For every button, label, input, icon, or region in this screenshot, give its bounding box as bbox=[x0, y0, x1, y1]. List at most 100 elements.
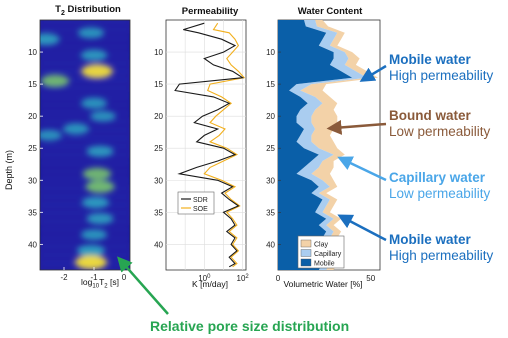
t2-heatmap bbox=[40, 20, 130, 273]
t2-ytick-label: 15 bbox=[28, 80, 37, 89]
annotation-mobile-lower: Mobile water High permeability bbox=[389, 232, 494, 263]
t2-xlabel: log10T2 [s] bbox=[81, 277, 119, 290]
permeability-ytick-label: 30 bbox=[154, 176, 163, 185]
arrow-mobile-upper bbox=[359, 64, 387, 82]
heatmap-band bbox=[40, 78, 130, 82]
heatmap-spot bbox=[86, 145, 114, 158]
heatmap-spot bbox=[80, 49, 108, 61]
area-mobile bbox=[278, 20, 353, 270]
water-xlabel: Volumetric Water [%] bbox=[283, 279, 363, 289]
water-content-plot: 10 15 20 25 30 35 40 0 50 Clay Capillary Mobile bbox=[266, 19, 381, 283]
permeability-ytick-label: 25 bbox=[154, 144, 163, 153]
heatmap-spot bbox=[85, 180, 115, 193]
heatmap-spot bbox=[78, 27, 104, 39]
heatmap-spot bbox=[86, 213, 114, 225]
heatmap-spot bbox=[75, 255, 107, 270]
water-panel-title: Water Content bbox=[297, 6, 363, 17]
t2-xtick-label: -2 bbox=[60, 273, 68, 282]
t2-ytick-label: 10 bbox=[28, 48, 37, 57]
heatmap-band bbox=[40, 228, 130, 232]
t2-xtick-label: -1 bbox=[90, 273, 98, 282]
heatmap-band bbox=[40, 120, 130, 123]
heatmap-band bbox=[40, 111, 130, 115]
area-capillary bbox=[289, 20, 367, 270]
t2-ytick-label: 30 bbox=[28, 176, 37, 185]
t2-xtick-label: 0 bbox=[122, 273, 127, 282]
water-ytick-label: 35 bbox=[266, 208, 275, 217]
heatmap-spot bbox=[40, 74, 70, 87]
heatmap-spot bbox=[81, 64, 113, 79]
t2-ytick-label: 20 bbox=[28, 112, 37, 121]
water-xtick-label: 0 bbox=[276, 274, 281, 283]
heatmap-spot bbox=[81, 229, 107, 241]
heatmap-spot bbox=[40, 33, 60, 46]
arrow-mobile-lower bbox=[337, 214, 387, 242]
water-ytick-label: 10 bbox=[266, 48, 275, 57]
heatmap-band bbox=[40, 153, 130, 157]
permeability-xtick-label: 100 bbox=[198, 274, 211, 283]
heatmap-band bbox=[40, 61, 130, 65]
legend-swatch-mobile bbox=[300, 258, 312, 267]
arrow-capillary bbox=[337, 156, 387, 182]
heatmap-spot bbox=[77, 244, 105, 257]
t2-ytick-label: 40 bbox=[28, 240, 37, 249]
annotation-arrows bbox=[117, 64, 387, 315]
annotation-capillary: Capillary water Low permeability bbox=[389, 170, 491, 201]
permeability-ytick-label: 15 bbox=[154, 80, 163, 89]
heatmap-spot bbox=[90, 110, 116, 122]
heatmap-band bbox=[40, 186, 130, 190]
permeability-xtick-label: 102 bbox=[237, 274, 250, 283]
water-ytick-label: 40 bbox=[266, 240, 275, 249]
heatmap-band bbox=[40, 161, 130, 165]
permeability-ytick-label: 35 bbox=[154, 208, 163, 217]
heatmap-spot bbox=[82, 167, 112, 180]
water-ytick-label: 20 bbox=[266, 112, 275, 121]
series-line-sdr bbox=[174, 22, 245, 268]
series-line-soe bbox=[203, 22, 246, 268]
t2-frame bbox=[39, 19, 131, 271]
heatmap-band bbox=[40, 270, 130, 273]
water-ytick-label: 25 bbox=[266, 144, 275, 153]
permeability-ytick-label: 10 bbox=[154, 48, 163, 57]
heatmap-band bbox=[40, 136, 130, 140]
heatmap-spot bbox=[40, 130, 62, 141]
heatmap-band bbox=[40, 95, 130, 98]
water-ytick-label: 15 bbox=[266, 80, 275, 89]
legend-label-capillary: Capillary bbox=[314, 251, 342, 258]
heatmap-band bbox=[40, 36, 130, 40]
heatmap-band bbox=[40, 211, 130, 215]
legend-label-mobile: Mobile bbox=[314, 261, 335, 268]
water-xtick-label: 50 bbox=[366, 274, 375, 283]
heatmap-band bbox=[40, 45, 130, 48]
heatmap-spot bbox=[81, 196, 110, 209]
legend-swatch-clay bbox=[300, 239, 312, 248]
t2-ylabel: Depth (m) bbox=[4, 149, 14, 190]
heatmap-band bbox=[40, 20, 130, 23]
heatmap-band bbox=[40, 195, 130, 198]
t2-axes: 10 15 20 25 30 35 40 -2 -1 0 bbox=[28, 19, 131, 282]
pore-size-label: Relative pore size distribution bbox=[150, 318, 350, 334]
water-ytick-label: 30 bbox=[266, 176, 275, 185]
heatmap-band bbox=[40, 145, 130, 148]
permeability-panel-title: Permeability bbox=[181, 6, 239, 17]
permeability-ytick-label: 40 bbox=[154, 240, 163, 249]
heatmap-band bbox=[40, 178, 130, 182]
annotation-mobile-upper: Mobile water High permeability bbox=[389, 52, 494, 83]
heatmap-spot bbox=[81, 97, 107, 109]
permeability-xlabel: K [m/day] bbox=[192, 279, 228, 289]
t2-ytick-label: 25 bbox=[28, 144, 37, 153]
legend-label-soe: SOE bbox=[193, 206, 208, 213]
permeability-plot: 10 15 20 25 30 35 40 100 102 SDR SOE bbox=[154, 19, 250, 283]
permeability-ytick-label: 20 bbox=[154, 112, 163, 121]
arrow-bound bbox=[326, 119, 387, 135]
legend-label-clay: Clay bbox=[314, 242, 329, 249]
legend-swatch-capillary bbox=[300, 249, 312, 257]
heatmap-band bbox=[40, 86, 130, 90]
arrow-pore-size bbox=[117, 256, 169, 315]
heatmap-spot bbox=[63, 123, 89, 135]
heatmap-band bbox=[40, 220, 130, 223]
annotation-bound: Bound water Low permeability bbox=[389, 108, 491, 139]
legend-label-sdr: SDR bbox=[193, 197, 208, 204]
t2-panel-title: T2 Distribution bbox=[55, 4, 121, 17]
